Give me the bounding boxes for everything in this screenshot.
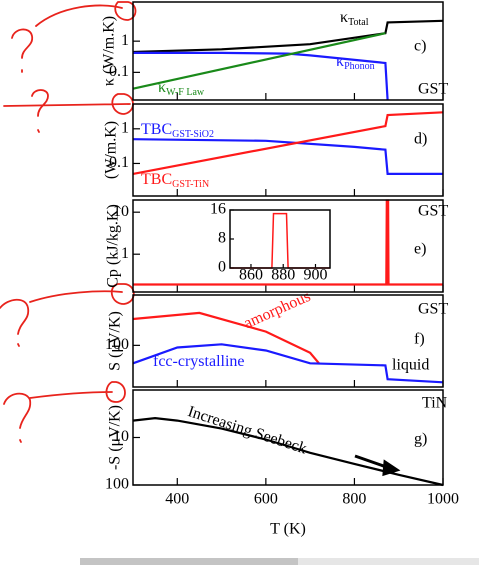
x-tick-label: 400	[165, 491, 189, 508]
panel-label: e)	[414, 241, 426, 258]
y-tick-label: 10	[113, 428, 129, 445]
series-name: TBC	[141, 171, 172, 188]
series-label: fcc-crystalline	[153, 353, 245, 370]
panel-label: f)	[414, 331, 425, 348]
axes-frame	[132, 103, 444, 197]
hand-annotations	[0, 1, 137, 443]
x-tick-label: 800	[342, 491, 366, 508]
axes-frame	[132, 199, 444, 293]
series-name: fcc-crystalline	[153, 353, 245, 370]
y-axis-label: S (μV/K)	[107, 311, 124, 371]
y-axis-label: (W/m.K)	[103, 121, 120, 179]
y-tick-label: 1	[121, 245, 129, 262]
material-tag: GST	[418, 203, 448, 220]
panel-label: g)	[414, 431, 427, 448]
x-tick-label: 880	[271, 267, 295, 284]
series-name: amorphous	[241, 288, 313, 332]
x-tick-label: 860	[239, 267, 263, 284]
y-tick-label: 1	[121, 32, 129, 49]
axes-frame	[229, 209, 331, 269]
panel-label: c)	[414, 38, 426, 55]
series-line	[230, 212, 330, 269]
series-label: κTotal	[340, 9, 369, 29]
series-line	[132, 343, 444, 384]
axes-frame	[132, 1, 444, 101]
panel-label: d)	[414, 131, 427, 148]
series-label: κPhonon	[336, 53, 375, 73]
axes-frame	[132, 294, 444, 388]
series-name: TBC	[141, 121, 172, 138]
series-name: κ	[336, 53, 344, 70]
series-name: κ	[158, 79, 166, 96]
arrow	[354, 454, 401, 477]
material-tag: GST	[418, 81, 448, 98]
y-tick-label: 16	[210, 201, 226, 218]
x-tick-label: 600	[254, 491, 278, 508]
x-tick-label: 900	[303, 267, 327, 284]
y-axis-label: Cp (kJ/kg.K)	[105, 204, 122, 288]
series-line	[132, 32, 386, 90]
y-tick-label: 0.1	[109, 63, 129, 80]
series-name-sub: Total	[348, 17, 369, 28]
y-axis-label: κ (W/m.K)	[101, 16, 118, 86]
y-tick-label: 8	[218, 230, 226, 247]
y-axis-label: -S (μV/K)	[107, 405, 124, 470]
y-tick-label: 0.1	[109, 154, 129, 171]
series-line	[132, 19, 444, 54]
axes-frame	[132, 389, 444, 486]
series-label: TBCGST-SiO2	[141, 121, 214, 141]
series-name-sub: GST-TiN	[172, 179, 209, 190]
series-name-sub: GST-SiO2	[172, 129, 214, 140]
series-line	[132, 138, 443, 175]
material-tag: GST	[418, 301, 448, 318]
y-tick-label: 100	[105, 476, 129, 493]
annotation: Increasing Seebeck	[186, 403, 309, 457]
series-name: κ	[340, 9, 348, 26]
series-label: amorphous	[241, 288, 313, 332]
series-label: κW-F Law	[158, 79, 205, 99]
x-axis-label: T (K)	[270, 521, 306, 538]
series-name-sub: Phonon	[344, 61, 375, 72]
scrollbar-thumb[interactable]	[80, 558, 298, 565]
y-tick-label: 0	[218, 259, 226, 276]
y-tick-label: 10	[113, 203, 129, 220]
series-line	[132, 111, 444, 175]
y-tick-label: 100	[105, 336, 129, 353]
series-name-sub: W-F Law	[166, 87, 205, 98]
series-label: TBCGST-TiN	[141, 171, 209, 191]
x-tick-label: 1000	[427, 491, 459, 508]
series-line	[133, 51, 389, 101]
series-line	[132, 311, 320, 365]
y-tick-label: 1	[121, 119, 129, 136]
material-tag: TiN	[422, 395, 448, 412]
annotation: liquid	[392, 357, 429, 374]
